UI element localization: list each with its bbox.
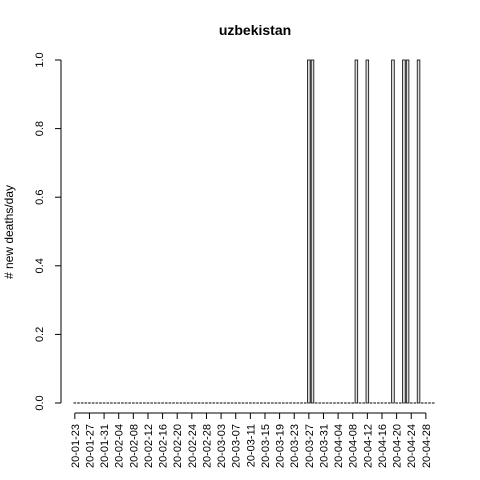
y-tick-label: 0.4 [34,258,46,273]
bars [73,59,435,404]
x-tick-label: 20-04-08 [348,424,360,468]
chart-title: uzbekistan [219,22,291,38]
x-tick-label: 20-04-12 [362,424,374,468]
x-tick-label: 20-02-08 [128,424,140,468]
x-tick-label: 20-03-31 [318,424,330,468]
x-tick-label: 20-03-07 [231,424,243,468]
bar [310,59,315,404]
x-tick-label: 20-04-28 [421,424,433,468]
x-tick-label: 20-03-23 [289,424,301,468]
bar [307,59,311,404]
x-tick-label: 20-02-12 [143,424,155,468]
x-tick-label: 20-03-19 [275,424,287,468]
x-tick-label: 20-04-20 [392,424,404,468]
x-tick-label: 20-03-03 [216,424,228,468]
x-tick-label: 20-02-16 [158,424,170,468]
y-tick-label: 0.6 [34,190,46,205]
x-tick-label: 20-01-23 [70,424,82,468]
y-axis: 0.0 0.2 0.4 0.6 0.8 1.0 [34,52,62,411]
y-axis-label: # new deaths/day [2,185,16,279]
bar [405,59,410,404]
bar [391,59,395,404]
bar [365,59,370,404]
y-tick-label: 1.0 [34,52,46,67]
bar [402,59,406,404]
x-tick-label: 20-02-24 [187,424,199,468]
x-axis: 20-01-23 20-01-27 20-01-31 20-02-04 20-02-08… [70,412,433,468]
x-tick-label: 20-02-20 [172,424,184,468]
x-tick-label: 20-03-11 [245,424,257,467]
x-tick-label: 20-02-28 [201,424,213,468]
y-tick-label: 0.2 [34,327,46,342]
x-tick-label: 20-04-04 [333,424,345,468]
x-tick-label: 20-01-27 [84,424,96,468]
x-tick-label: 20-04-24 [406,424,418,468]
y-tick-label: 0.8 [34,121,46,136]
x-tick-label: 20-01-31 [99,424,111,468]
bar [354,59,359,404]
x-tick-label: 20-03-15 [260,424,272,468]
y-tick-label: 0.0 [34,395,46,410]
x-tick-label: 20-04-16 [377,424,389,468]
x-tick-label: 20-03-27 [304,424,316,468]
bar [416,59,421,404]
x-tick-label: 20-02-04 [114,424,126,468]
